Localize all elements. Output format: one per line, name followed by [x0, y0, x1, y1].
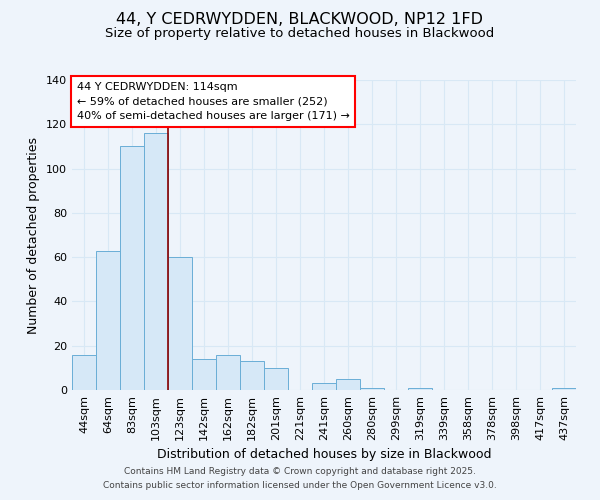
- Text: Contains HM Land Registry data © Crown copyright and database right 2025.: Contains HM Land Registry data © Crown c…: [124, 467, 476, 476]
- Bar: [408, 388, 432, 390]
- Bar: [168, 257, 192, 390]
- X-axis label: Distribution of detached houses by size in Blackwood: Distribution of detached houses by size …: [157, 448, 491, 462]
- Bar: [144, 133, 168, 390]
- Text: Size of property relative to detached houses in Blackwood: Size of property relative to detached ho…: [106, 28, 494, 40]
- Bar: [72, 354, 96, 390]
- Text: Contains public sector information licensed under the Open Government Licence v3: Contains public sector information licen…: [103, 481, 497, 490]
- Y-axis label: Number of detached properties: Number of detached properties: [28, 136, 40, 334]
- Bar: [312, 384, 336, 390]
- Bar: [264, 368, 288, 390]
- Bar: [336, 379, 360, 390]
- Bar: [360, 388, 384, 390]
- Text: 44 Y CEDRWYDDEN: 114sqm
← 59% of detached houses are smaller (252)
40% of semi-d: 44 Y CEDRWYDDEN: 114sqm ← 59% of detache…: [77, 82, 350, 121]
- Bar: [96, 250, 120, 390]
- Text: 44, Y CEDRWYDDEN, BLACKWOOD, NP12 1FD: 44, Y CEDRWYDDEN, BLACKWOOD, NP12 1FD: [116, 12, 484, 28]
- Bar: [552, 388, 576, 390]
- Bar: [192, 359, 216, 390]
- Bar: [240, 361, 264, 390]
- Bar: [216, 354, 240, 390]
- Bar: [120, 146, 144, 390]
